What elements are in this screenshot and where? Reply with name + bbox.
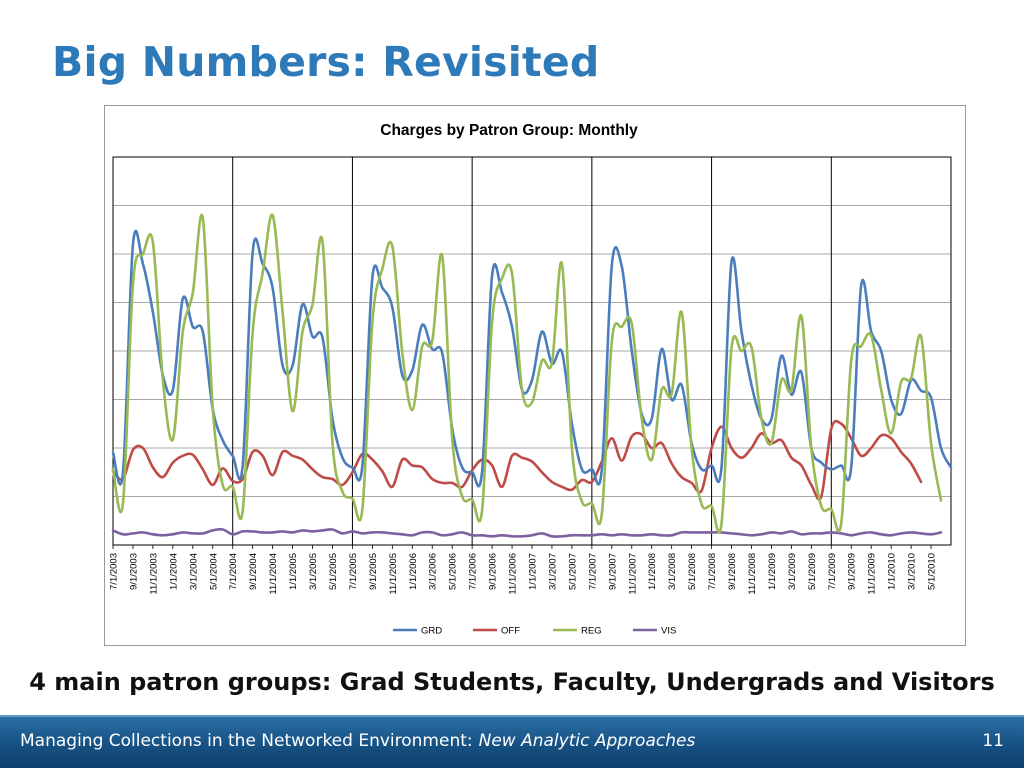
x-tick-label: 9/1/2004 xyxy=(248,553,259,590)
x-tick-label: 11/1/2004 xyxy=(268,553,279,595)
axes: 0500010000150002000025000300003500040000… xyxy=(109,156,952,595)
slide-title: Big Numbers: Revisited xyxy=(52,38,600,86)
series-line-vis xyxy=(111,527,943,538)
x-tick-label: 5/1/2004 xyxy=(208,553,219,590)
x-tick-label: 5/1/2009 xyxy=(807,553,818,590)
x-tick-label: 9/1/2003 xyxy=(128,553,139,590)
x-tick-label: 7/1/2008 xyxy=(707,553,718,590)
series-line-reg xyxy=(111,213,943,534)
x-tick-label: 11/1/2008 xyxy=(747,553,758,595)
x-tick-label: 11/1/2006 xyxy=(508,553,519,595)
x-tick-label: 1/1/2007 xyxy=(528,553,539,590)
legend-label-grd: GRD xyxy=(421,626,442,637)
line-chart: Charges by Patron Group: Monthly 0500010… xyxy=(109,122,953,637)
x-tick-label: 7/1/2003 xyxy=(109,553,120,590)
chart-frame: Charges by Patron Group: Monthly 0500010… xyxy=(104,105,966,646)
x-tick-label: 5/1/2006 xyxy=(448,553,459,590)
x-tick-label: 3/1/2009 xyxy=(787,553,798,590)
x-tick-label: 3/1/2005 xyxy=(308,553,319,590)
legend-label-reg: REG xyxy=(581,626,602,637)
series-line-grd xyxy=(111,229,953,488)
x-tick-label: 5/1/2005 xyxy=(328,553,339,590)
footer-text: Managing Collections in the Networked En… xyxy=(20,731,695,751)
legend-label-vis: VIS xyxy=(661,626,676,637)
gridlines xyxy=(113,156,951,545)
x-tick-label: 1/1/2010 xyxy=(887,553,898,590)
legend: GRD OFF REG VIS xyxy=(393,626,676,637)
x-tick-label: 9/1/2009 xyxy=(847,553,858,590)
footer-bar: Managing Collections in the Networked En… xyxy=(0,715,1024,768)
x-tick-label: 9/1/2008 xyxy=(727,553,738,590)
x-tick-label: 3/1/2006 xyxy=(428,553,439,590)
page-number: 11 xyxy=(982,731,1004,751)
x-tick-label: 1/1/2004 xyxy=(168,553,179,590)
x-tick-label: 11/1/2005 xyxy=(388,553,399,595)
x-tick-label: 1/1/2006 xyxy=(408,553,419,590)
x-tick-label: 3/1/2010 xyxy=(907,553,918,590)
x-tick-label: 3/1/2007 xyxy=(547,553,558,590)
series-line-off xyxy=(111,419,923,501)
x-tick-label: 5/1/2008 xyxy=(687,553,698,590)
x-tick-label: 5/1/2010 xyxy=(927,553,938,590)
x-tick-label: 11/1/2007 xyxy=(627,553,638,595)
x-tick-label: 9/1/2006 xyxy=(488,553,499,590)
x-tick-label: 11/1/2009 xyxy=(867,553,878,595)
x-tick-label: 1/1/2005 xyxy=(288,553,299,590)
x-tick-label: 3/1/2004 xyxy=(188,553,199,590)
legend-label-off: OFF xyxy=(501,626,520,637)
x-tick-label: 7/1/2009 xyxy=(827,553,838,590)
x-tick-label: 5/1/2007 xyxy=(567,553,578,590)
x-tick-label: 3/1/2008 xyxy=(667,553,678,590)
slide-caption: 4 main patron groups: Grad Students, Fac… xyxy=(29,668,995,696)
x-tick-label: 1/1/2008 xyxy=(647,553,658,590)
series-lines xyxy=(111,213,953,538)
x-tick-label: 9/1/2007 xyxy=(607,553,618,590)
x-tick-label: 7/1/2004 xyxy=(228,553,239,590)
x-tick-label: 1/1/2009 xyxy=(767,553,778,590)
x-tick-label: 9/1/2005 xyxy=(368,553,379,590)
x-tick-label: 7/1/2005 xyxy=(348,553,359,590)
x-tick-label: 7/1/2006 xyxy=(468,553,479,590)
footer-subtitle: New Analytic Approaches xyxy=(478,731,696,751)
footer-main-text: Managing Collections in the Networked En… xyxy=(20,731,473,751)
x-tick-label: 7/1/2007 xyxy=(587,553,598,590)
chart-title: Charges by Patron Group: Monthly xyxy=(380,122,638,139)
x-tick-label: 11/1/2003 xyxy=(148,553,159,595)
